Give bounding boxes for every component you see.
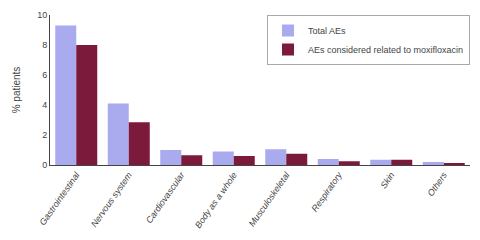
svg-text:Gastrointestinal: Gastrointestinal: [38, 169, 83, 227]
svg-text:0: 0: [42, 160, 47, 170]
svg-text:2: 2: [42, 130, 47, 140]
svg-text:Musculoskeletal: Musculoskeletal: [247, 169, 292, 228]
svg-text:10: 10: [37, 10, 47, 20]
svg-text:Others: Others: [425, 170, 449, 198]
svg-text:Body as a whole: Body as a whole: [193, 170, 239, 230]
svg-text:Total AEs: Total AEs: [308, 26, 346, 36]
svg-text:6: 6: [42, 70, 47, 80]
svg-text:8: 8: [42, 40, 47, 50]
svg-text:4: 4: [42, 100, 47, 110]
svg-text:% patients: % patients: [11, 67, 22, 114]
svg-text:Cardiovascular: Cardiovascular: [144, 169, 187, 225]
svg-text:Skin: Skin: [378, 170, 396, 190]
svg-text:Nervous system: Nervous system: [89, 170, 134, 229]
svg-text:AEs considered related to moxi: AEs considered related to moxifloxacin: [308, 45, 463, 55]
svg-text:Respiratory: Respiratory: [309, 170, 344, 214]
